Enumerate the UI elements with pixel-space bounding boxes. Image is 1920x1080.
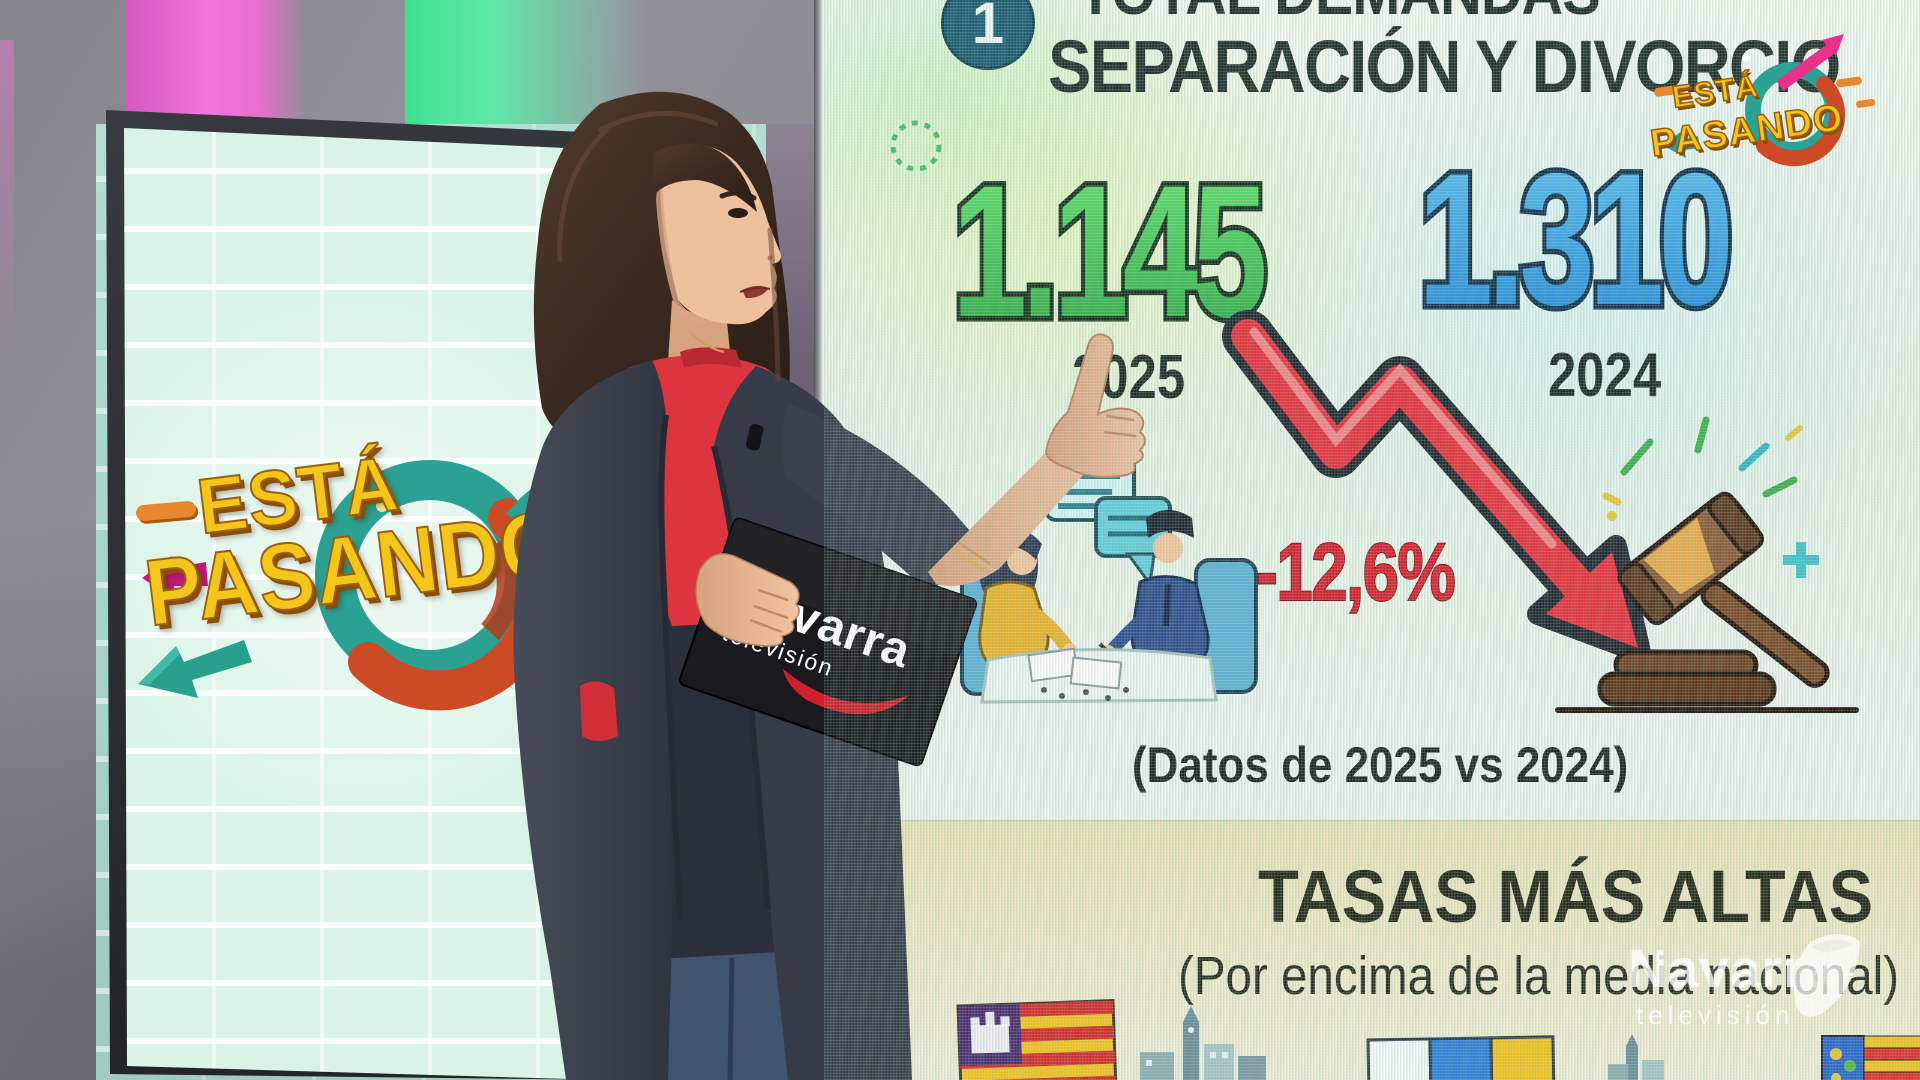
tasas-subtitle: (Por encima de la media nacional) [1178,945,1899,1006]
svg-text:1.310: 1.310 [1418,134,1729,344]
svg-text:SEPARACIÓN Y DIVORCIO: SEPARACIÓN Y DIVORCIO [1048,25,1840,108]
dotted-circle-decoration [890,120,942,172]
valencian-flag [1821,1035,1920,1080]
presenter-left-hand [695,553,800,647]
presenter-hair-front [652,143,757,212]
teal-arrow-icon [138,640,252,698]
corner-logo-swirl [1654,34,1876,167]
stat-2024-year: 2024 [1548,341,1662,410]
presenter-pointing-hand [1044,333,1146,478]
presenter-face [659,144,781,325]
change-percentage: -12,6% [1255,525,1457,618]
watermark-sub: televisión [1636,1000,1795,1030]
couple-signing-illustration [960,454,1258,704]
city-skyline-icon-2 [1608,1034,1664,1080]
svg-text:TOTAL DEMANDAS: TOTAL DEMANDAS [1078,0,1600,28]
red-cuff [580,681,618,741]
svg-text:1.145: 1.145 [952,146,1264,356]
infographic-title-line1: TOTAL DEMANDAS [1078,0,1601,28]
pink-light-stripe [126,0,302,122]
watermark-swoosh-icon [1793,934,1860,1017]
navarra-watermark: Navarra televisión [1618,930,1920,1060]
lavalier-mic [746,423,764,451]
svg-text:-12,6%: -12,6% [1256,526,1455,618]
magenta-arrow-icon [142,556,208,600]
comparison-note: (Datos de 2025 vs 2024) [1132,736,1628,792]
svg-text:2024: 2024 [1548,341,1662,410]
presenter-arm-sleeve [781,404,978,590]
estapasando-logo: ESTÁ PASANDO [1628,28,1918,198]
balearic-islands-flag [956,999,1119,1080]
stat-2024-value: 1.310 [1413,129,1739,348]
svg-text:(Datos de 2025 vs 2024): (Datos de 2025 vs 2024) [1132,736,1628,792]
svg-text:TASAS MÁS ALTAS: TASAS MÁS ALTAS [1258,855,1873,938]
presenter-forearm [928,428,1102,586]
pink-light-edge [0,40,14,360]
infographic-title-line2: SEPARACIÓN Y DIVORCIO [1048,25,1841,108]
gavel-icon [1555,416,1859,713]
tasas-title: TASAS MÁS ALTAS [1258,855,1873,938]
city-skyline-icon [1140,1006,1266,1080]
stat-2025-value: 1.145 [947,141,1274,360]
circle-1-badge: 1 [941,0,1035,70]
down-trend-arrow-icon [1222,310,1651,663]
svg-text:(Por encima de la media nacion: (Por encima de la media nacional) [1178,945,1899,1006]
